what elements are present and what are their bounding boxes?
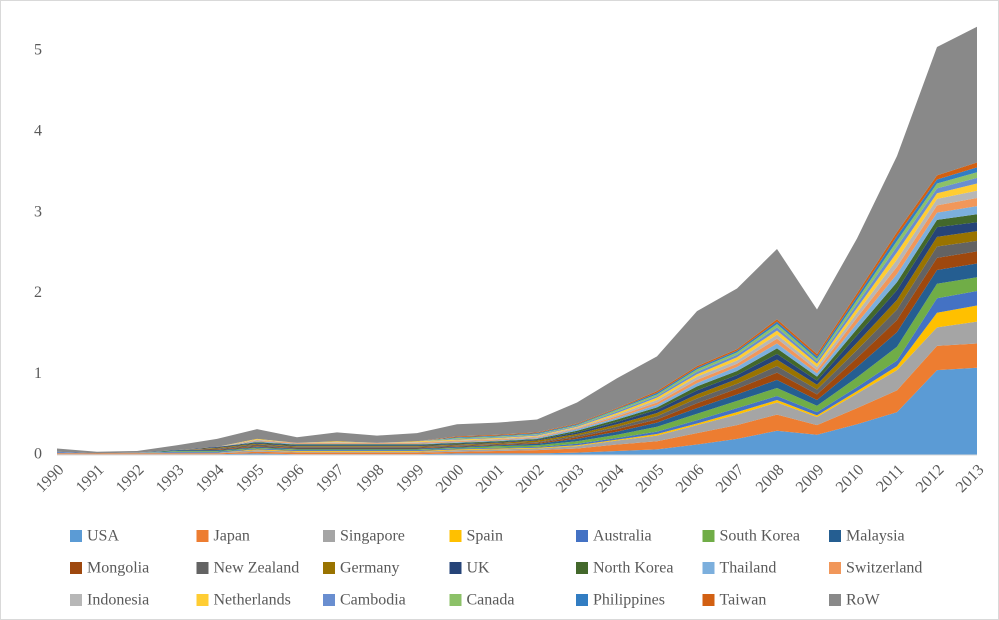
legend-label: Netherlands bbox=[214, 592, 291, 609]
legend-label: USA bbox=[87, 528, 119, 545]
legend-swatch bbox=[576, 594, 588, 606]
y-tick-label: 5 bbox=[34, 42, 42, 59]
legend-label: Thailand bbox=[720, 560, 777, 577]
legend-label: Cambodia bbox=[340, 592, 406, 609]
legend-label: Switzerland bbox=[846, 560, 922, 577]
legend-swatch bbox=[702, 530, 715, 542]
legend-label: Singapore bbox=[340, 528, 405, 545]
legend-swatch bbox=[323, 530, 335, 542]
legend-label: South Korea bbox=[720, 528, 800, 545]
legend-label: Mongolia bbox=[87, 560, 149, 577]
legend-swatch bbox=[829, 562, 841, 574]
legend-swatch bbox=[702, 594, 715, 606]
legend-label: Canada bbox=[467, 592, 515, 609]
area bbox=[57, 321, 977, 454]
legend-swatch bbox=[702, 562, 715, 574]
legend-label: Japan bbox=[214, 528, 250, 545]
legend-swatch bbox=[829, 594, 841, 606]
y-tick-label: 1 bbox=[34, 365, 42, 382]
y-tick-label: 3 bbox=[34, 203, 42, 220]
legend-swatch bbox=[323, 594, 335, 606]
legend-label: Indonesia bbox=[87, 592, 149, 609]
legend-label: Taiwan bbox=[720, 592, 767, 609]
legend-label: Australia bbox=[593, 528, 652, 545]
area bbox=[57, 343, 977, 455]
legend-label: Germany bbox=[340, 560, 400, 577]
legend-swatch bbox=[70, 562, 82, 574]
legend-label: UK bbox=[467, 560, 491, 577]
legend-label: Malaysia bbox=[846, 528, 905, 545]
legend-label: Spain bbox=[467, 528, 503, 545]
legend-label: North Korea bbox=[593, 560, 673, 577]
legend-swatch bbox=[576, 562, 588, 574]
legend-swatch bbox=[70, 530, 82, 542]
legend-swatch bbox=[196, 562, 209, 574]
legend-swatch bbox=[829, 530, 841, 542]
area bbox=[57, 367, 977, 455]
y-tick-label: 0 bbox=[34, 446, 42, 463]
legend-label: RoW bbox=[846, 592, 881, 609]
legend-swatch bbox=[196, 594, 209, 606]
legend-swatch bbox=[576, 530, 588, 542]
legend-label: Philippines bbox=[593, 592, 665, 609]
y-tick-label: 2 bbox=[34, 284, 42, 301]
legend-swatch bbox=[449, 594, 462, 606]
legend-swatch bbox=[449, 530, 462, 542]
legend-swatch bbox=[70, 594, 82, 606]
legend-swatch bbox=[449, 562, 462, 574]
legend-swatch bbox=[196, 530, 209, 542]
legend-label: New Zealand bbox=[214, 560, 300, 577]
legend-swatch bbox=[323, 562, 335, 574]
y-tick-label: 4 bbox=[34, 122, 42, 139]
